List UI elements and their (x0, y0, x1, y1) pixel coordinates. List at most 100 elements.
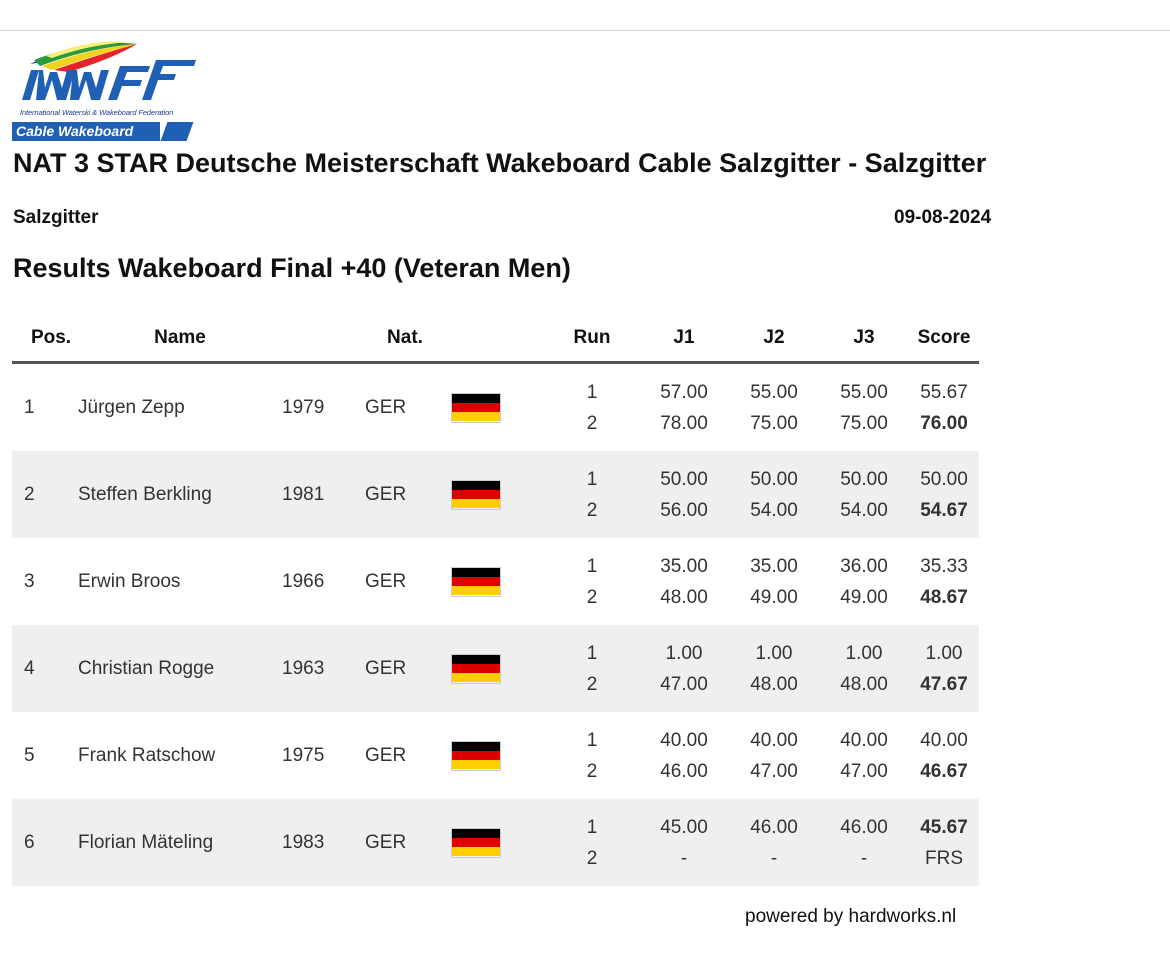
flag-cell (445, 625, 545, 712)
col-year (282, 315, 365, 364)
score-value: 35.33 (920, 555, 968, 577)
col-j3: J3 (819, 315, 909, 364)
position-cell: 6 (12, 799, 78, 886)
j1-cell: 1.00 47.00 (639, 625, 729, 712)
athlete-name: Jürgen Zepp (78, 396, 185, 418)
j2-value: 55.00 (750, 381, 798, 403)
score-value: 54.67 (920, 499, 968, 521)
j2-cell: 1.00 48.00 (729, 625, 819, 712)
score-value: 48.67 (920, 586, 968, 608)
flag-cell (445, 538, 545, 625)
athlete-name: Erwin Broos (78, 570, 181, 592)
germany-flag-icon (451, 827, 501, 858)
col-j2: J2 (729, 315, 819, 364)
j2-value: 48.00 (750, 673, 798, 695)
run-value: 1 (586, 381, 598, 403)
j1-value: 46.00 (660, 760, 708, 782)
j2-value: 75.00 (750, 412, 798, 434)
j2-cell: 46.00 - (729, 799, 819, 886)
table-row: 4 Christian Rogge 1963 GER 1 2 1.00 47.00 1.00 48… (12, 625, 979, 712)
results-table: Pos. Name Nat. Run J1 J2 J3 Score 1 Jürge… (12, 315, 979, 886)
j2-value: 54.00 (750, 499, 798, 521)
table-header-row: Pos. Name Nat. Run J1 J2 J3 Score (12, 315, 979, 364)
score-value: 47.67 (920, 673, 968, 695)
score-value: 45.67 (920, 816, 968, 838)
j1-value: 78.00 (660, 412, 708, 434)
j2-value: - (770, 847, 778, 869)
run-value: 1 (586, 642, 598, 664)
table-row: 5 Frank Ratschow 1975 GER 1 2 40.00 46.00 40.00 4… (12, 712, 979, 799)
j3-value: 1.00 (845, 642, 883, 664)
nationality: GER (365, 799, 445, 886)
position-cell: 1 (24, 396, 35, 418)
event-date: 09-08-2024 (894, 207, 992, 228)
position-cell: 3 (24, 570, 35, 592)
j1-cell: 40.00 46.00 (639, 712, 729, 799)
germany-flag-icon (451, 653, 501, 684)
nationality: GER (365, 625, 445, 712)
j2-cell: 40.00 47.00 (729, 712, 819, 799)
run-value: 2 (586, 499, 598, 521)
j2-value: 49.00 (750, 586, 798, 608)
col-flag (445, 315, 545, 364)
j3-value: 50.00 (840, 468, 888, 490)
j1-value: 35.00 (660, 555, 708, 577)
run-value: 1 (586, 816, 598, 838)
logo-banner-tail (160, 122, 194, 141)
table-row: 1 Jürgen Zepp 1979 GER 1 2 57.00 78.00 55.00 75.0… (12, 363, 979, 452)
germany-flag-icon (451, 566, 501, 597)
score-cell: 35.33 48.67 (909, 538, 979, 625)
position-cell: 4 (12, 625, 78, 712)
j2-cell: 50.00 54.00 (729, 451, 819, 538)
score-value: FRS (925, 847, 963, 869)
j1-value: 40.00 (660, 729, 708, 751)
event-title: NAT 3 STAR Deutsche Meisterschaft Wakebo… (13, 148, 987, 178)
j1-value: 45.00 (660, 816, 708, 838)
birth-year: 1983 (282, 799, 365, 886)
flag-cell (445, 451, 545, 538)
score-value: 1.00 (925, 642, 963, 664)
j2-value: 50.00 (750, 468, 798, 490)
col-score: Score (909, 315, 979, 364)
iwwf-logo-graphic (22, 41, 196, 100)
j1-value: 47.00 (660, 673, 708, 695)
j3-cell: 40.00 47.00 (819, 712, 909, 799)
score-cell: 55.67 76.00 (909, 363, 979, 452)
athlete-name: Steffen Berkling (78, 451, 282, 538)
birth-year: 1981 (282, 451, 365, 538)
j1-value: 48.00 (660, 586, 708, 608)
event-location: Salzgitter (13, 207, 99, 228)
logo-banner: Cable Wakeboard (12, 122, 160, 141)
germany-flag-icon (451, 740, 501, 771)
col-nat: Nat. (365, 315, 445, 364)
j3-value: - (860, 847, 868, 869)
j3-value: 75.00 (840, 412, 888, 434)
run-value: 1 (586, 468, 598, 490)
j2-cell: 35.00 49.00 (729, 538, 819, 625)
j3-value: 46.00 (840, 816, 888, 838)
col-j1: J1 (639, 315, 729, 364)
j3-cell: 36.00 49.00 (819, 538, 909, 625)
flag-cell (445, 363, 545, 452)
score-cell: 45.67 FRS (909, 799, 979, 886)
j1-cell: 35.00 48.00 (639, 538, 729, 625)
athlete-name: Frank Ratschow (78, 744, 216, 766)
j2-value: 40.00 (750, 729, 798, 751)
j1-value: 1.00 (665, 642, 703, 664)
score-value: 55.67 (920, 381, 968, 403)
j1-cell: 50.00 56.00 (639, 451, 729, 538)
flag-cell (445, 712, 545, 799)
run-value: 2 (586, 673, 598, 695)
table-row: 3 Erwin Broos 1966 GER 1 2 35.00 48.00 35.00 49.0… (12, 538, 979, 625)
j3-value: 55.00 (840, 381, 888, 403)
col-run: Run (545, 315, 639, 364)
nationality: GER (365, 570, 407, 592)
col-name: Name (78, 315, 282, 364)
results-heading: Results Wakeboard Final +40 (Veteran Men… (13, 253, 571, 283)
j1-cell: 57.00 78.00 (639, 363, 729, 452)
j3-value: 40.00 (840, 729, 888, 751)
germany-flag-icon (451, 392, 501, 423)
